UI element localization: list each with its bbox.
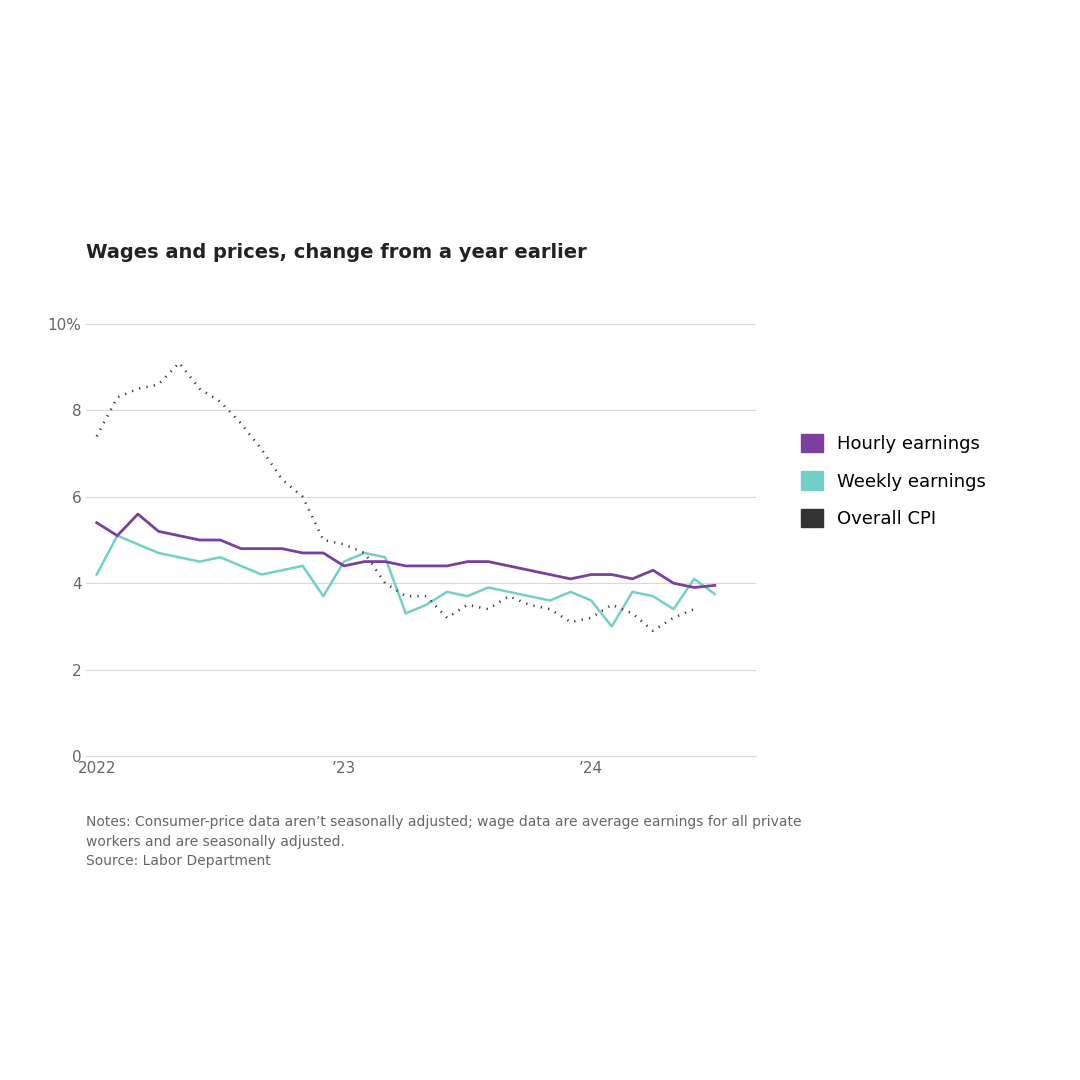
Text: Notes: Consumer-price data aren’t seasonally adjusted; wage data are average ear: Notes: Consumer-price data aren’t season… [86, 815, 801, 868]
Text: Wages and prices, change from a year earlier: Wages and prices, change from a year ear… [86, 243, 588, 262]
Legend: Hourly earnings, Weekly earnings, Overall CPI: Hourly earnings, Weekly earnings, Overal… [792, 424, 995, 537]
